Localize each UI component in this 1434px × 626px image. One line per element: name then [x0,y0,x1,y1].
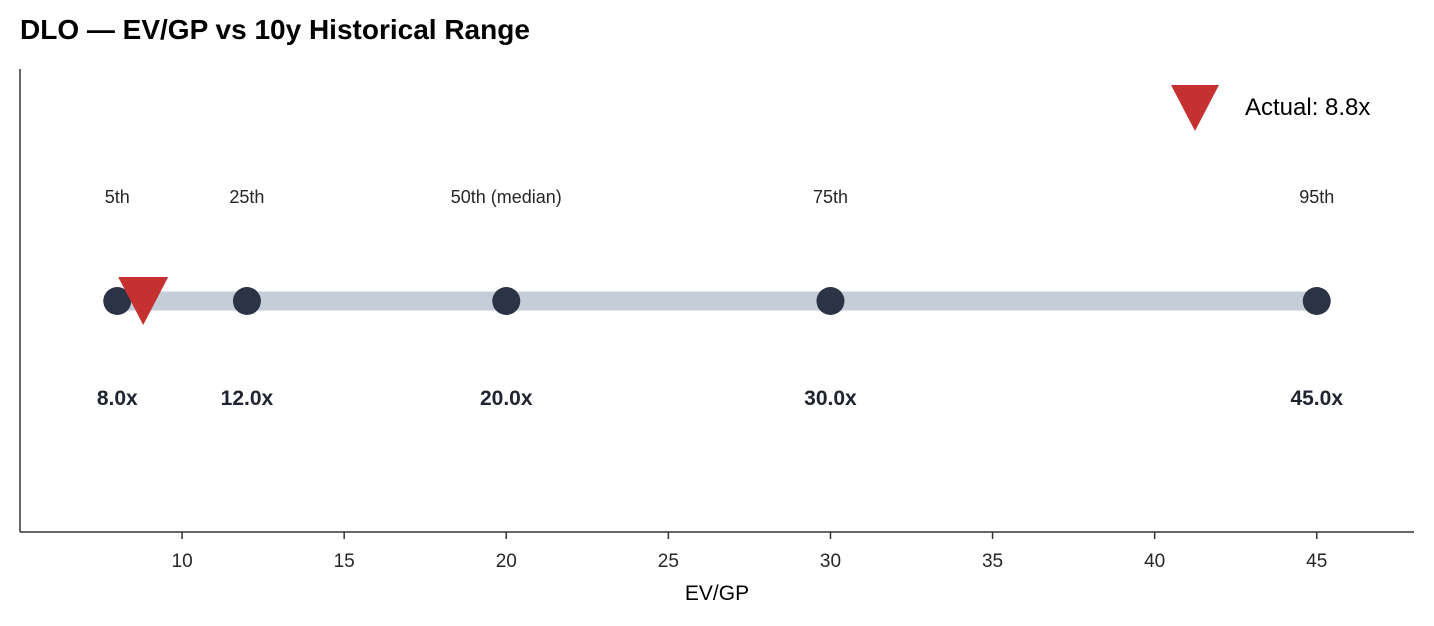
x-tick-label: 45 [1306,551,1327,572]
x-axis-label: EV/GP [685,582,749,605]
legend-actual-marker [1171,85,1219,131]
x-tick-label: 40 [1144,551,1165,572]
legend: Actual: 8.8x [1171,85,1370,131]
percentile-marker [816,287,845,315]
legend-actual-label: Actual: 8.8x [1245,94,1370,121]
percentile-marker [103,287,132,315]
percentile-labels: 5th 25th 50th (median) 75th 95th [105,187,1335,207]
percentile-label: 95th [1299,187,1334,207]
percentile-value-label: 20.0x [480,387,533,410]
value-labels: 8.0x 12.0x 20.0x 30.0x 45.0x [97,387,1344,410]
x-tick-label: 30 [820,551,841,572]
x-tick-label: 25 [658,551,679,572]
percentile-marker [1302,287,1331,315]
percentile-label: 5th [105,187,130,207]
x-tick-label: 20 [496,551,517,572]
historical-range-bar [117,291,1317,311]
x-tick-label: 10 [172,551,193,572]
percentile-label: 50th (median) [451,187,562,207]
percentile-marker [232,287,261,315]
x-axis-ticks: 10 15 20 25 30 35 40 45 [172,532,1327,572]
percentile-markers [103,287,1331,315]
x-tick-label: 35 [982,551,1003,572]
x-tick-label: 15 [334,551,355,572]
percentile-label: 75th [813,187,848,207]
percentile-value-label: 30.0x [804,387,857,410]
actual-value-marker [118,277,169,325]
chart-title: DLO — EV/GP vs 10y Historical Range [20,14,530,45]
percentile-marker [492,287,521,315]
percentile-value-label: 45.0x [1290,387,1343,410]
percentile-value-label: 8.0x [97,387,138,410]
percentile-value-label: 12.0x [221,387,274,410]
percentile-label: 25th [229,187,264,207]
